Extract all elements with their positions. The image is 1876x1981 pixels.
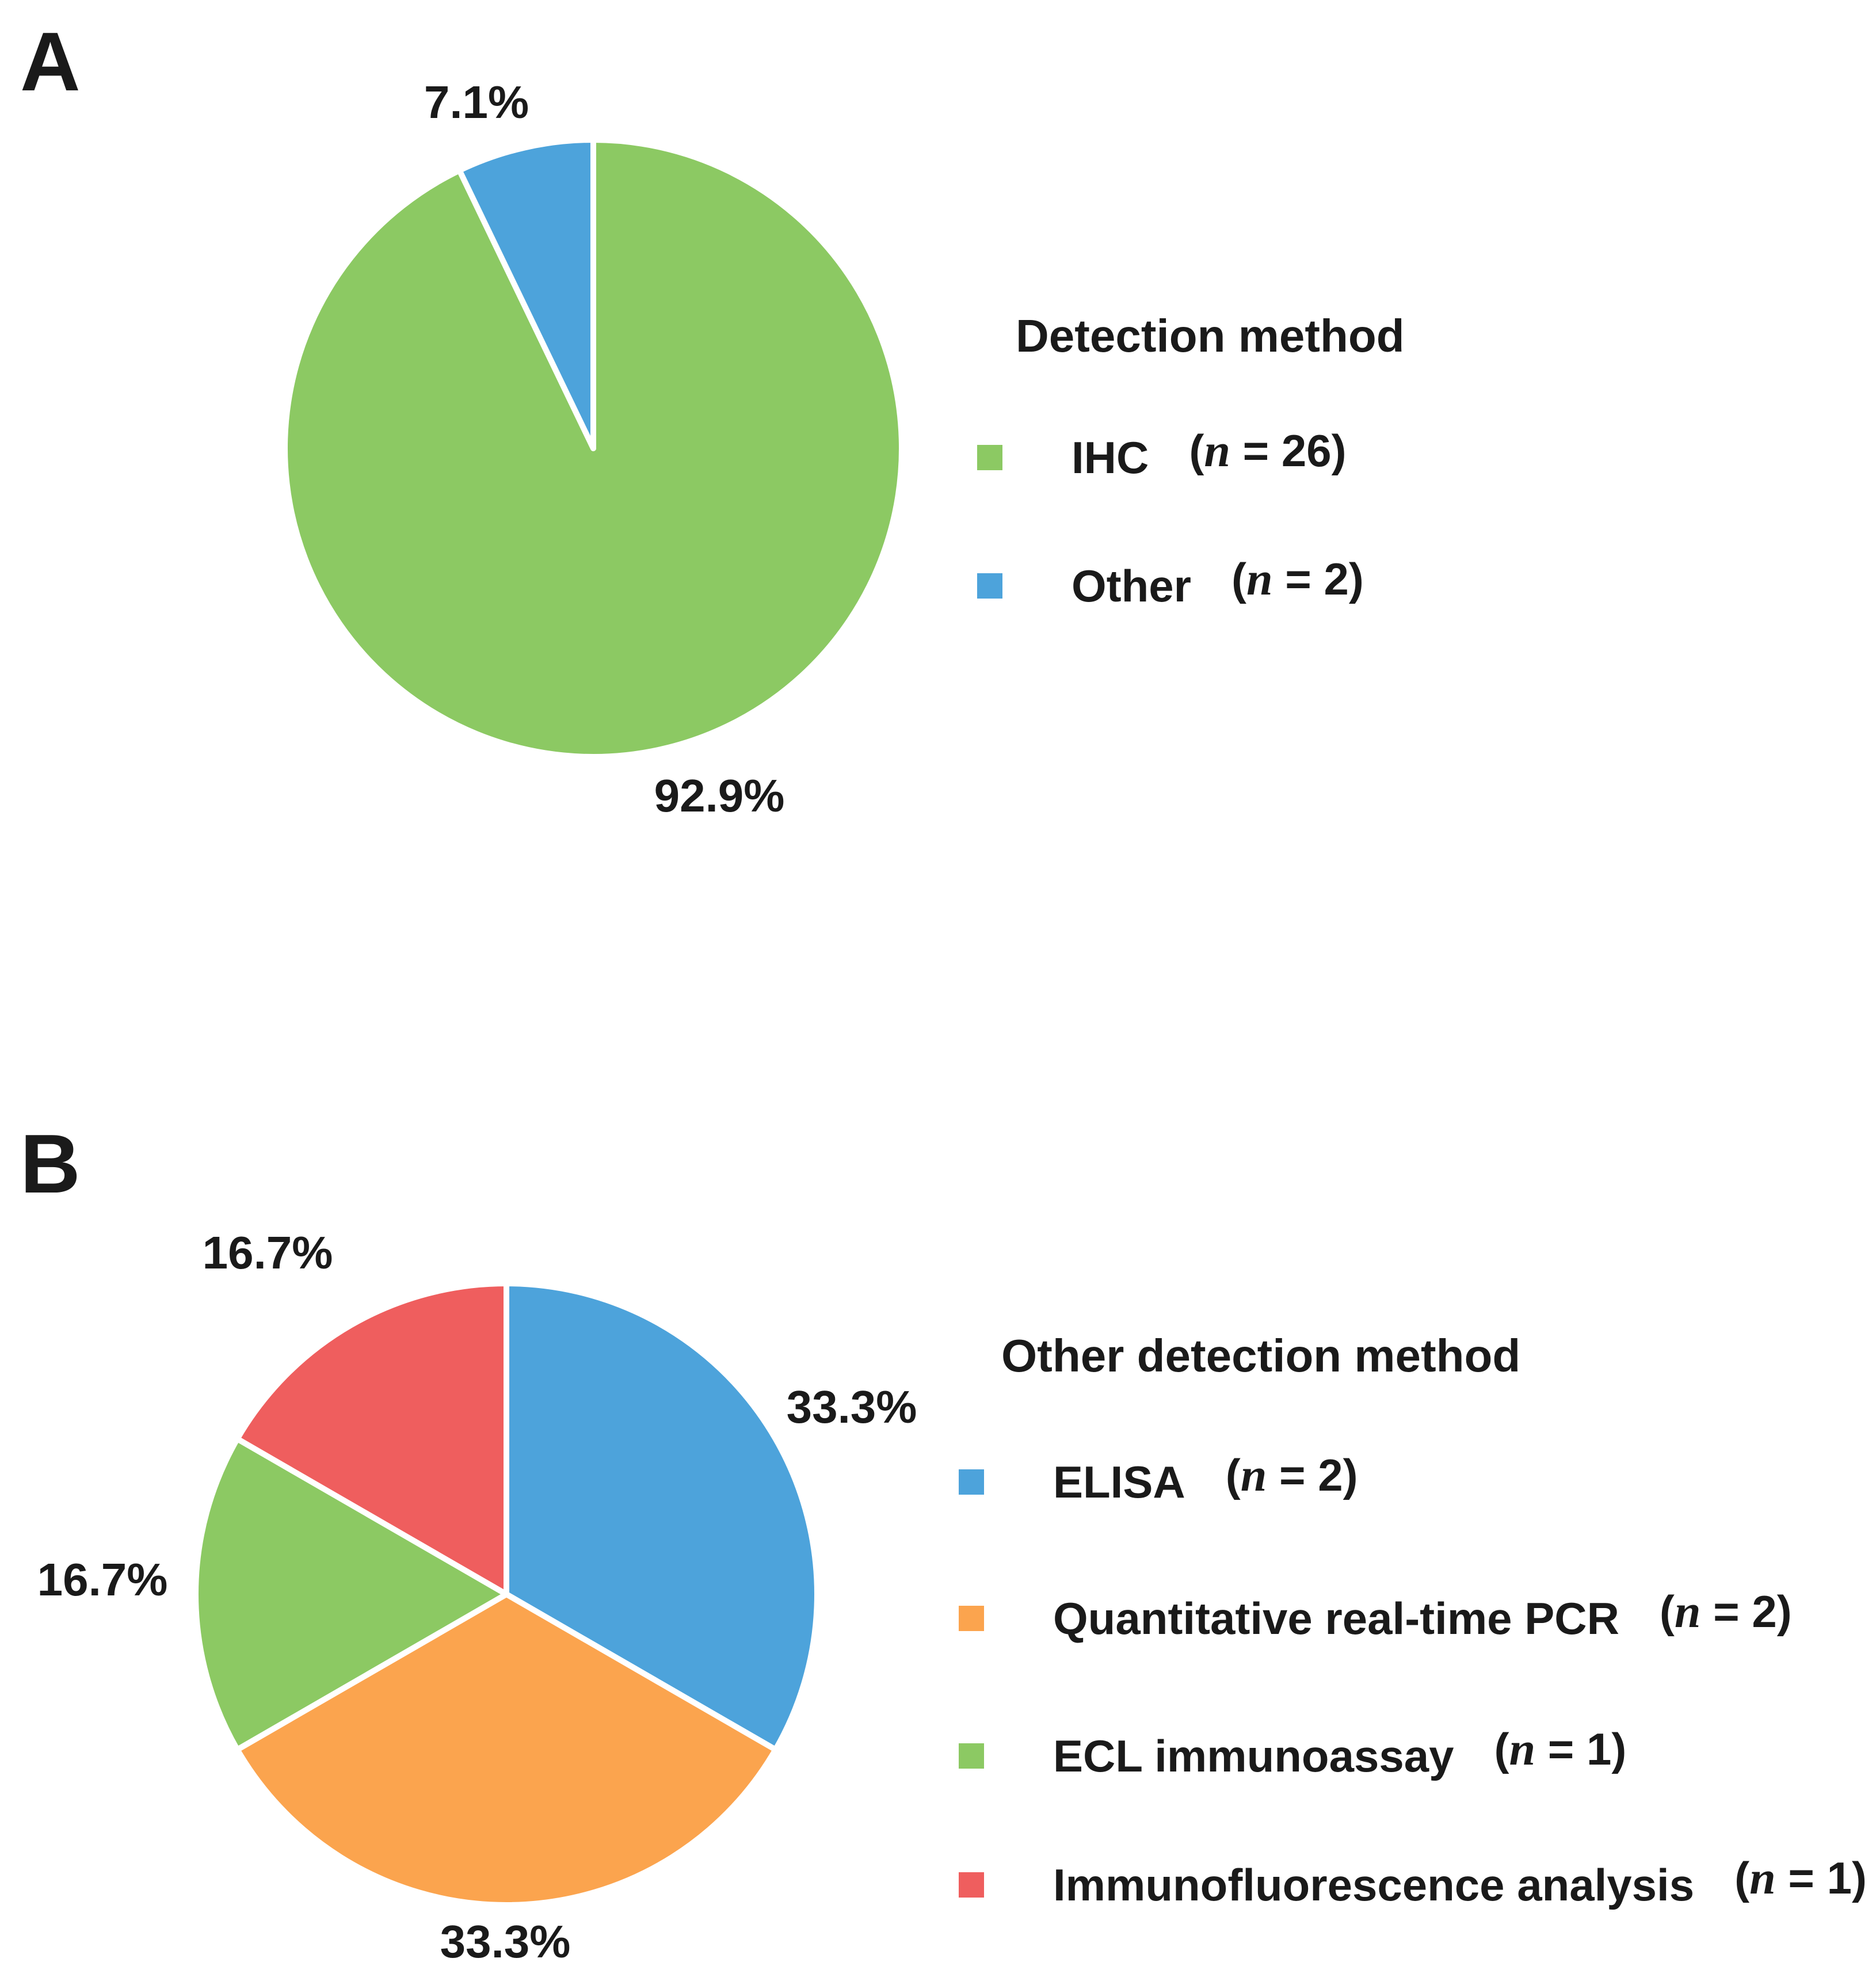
n-symbol: n [1204,424,1230,477]
legend-item-ecl: ECL immunoassay (n = 1) [959,1723,1626,1783]
legend-count-immunofluorescence: (n = 1) [1734,1852,1867,1904]
percent-label-ecl: 16.7% [37,1554,168,1605]
n-symbol: n [1509,1723,1536,1775]
legend-count-elisa: (n = 2) [1225,1449,1358,1501]
percent-label-ihc: 92.9% [654,770,785,821]
pie-slice-qpcr [234,1591,779,1908]
legend-label-other: Other [1072,560,1192,611]
legend-count-qpcr: (n = 2) [1659,1585,1792,1637]
legend-item-qpcr: Quantitative real-time PCR (n = 2) [959,1585,1792,1645]
percent-label-qpcr: 33.3% [440,1916,571,1967]
panel-b-label: B [20,1117,81,1210]
legend-label-ecl: ECL immunoassay [1053,1730,1454,1781]
legend-swatch-immunofluorescence [959,1872,984,1898]
n-symbol: n [1749,1852,1776,1904]
legend-item-immunofluorescence: Immunofluorescence analysis (n = 1) [959,1852,1867,1912]
legend-title-detection-method: Detection method [1016,310,1405,361]
legend-label-elisa: ELISA [1053,1456,1185,1507]
legend-label-ihc: IHC [1072,432,1149,483]
n-symbol: n [1246,553,1273,605]
legend-label-immunofluorescence: Immunofluorescence analysis [1053,1859,1695,1910]
legend-label-qpcr: Quantitative real-time PCR [1053,1593,1619,1644]
pie-slice-ecl [193,1436,509,1753]
legend-item-ihc: IHC (n = 26) [977,424,1347,485]
legend-swatch-ecl [959,1743,984,1769]
legend-swatch-qpcr [959,1606,984,1631]
legend-item-other: Other (n = 2) [977,553,1364,613]
percent-label-other: 7.1% [424,77,529,128]
legend-swatch-ihc [977,445,1002,470]
pie-chart-detection-method [282,137,905,760]
n-symbol: n [1674,1585,1701,1637]
legend-swatch-elisa [959,1469,984,1495]
legend-count-ecl: (n = 1) [1494,1723,1627,1775]
legend-title-other-detection-method: Other detection method [1001,1330,1521,1381]
pie-chart-other-detection-method [193,1281,820,1908]
pie-slice-other [456,137,596,451]
pie-slice-if [234,1281,509,1597]
legend-count-other: (n = 2) [1231,553,1364,605]
legend-swatch-other [977,573,1002,599]
legend-count-ihc: (n = 26) [1189,424,1347,477]
n-symbol: n [1240,1449,1267,1501]
pie-slice-elisa [504,1281,820,1753]
panel-a-label: A [20,15,81,108]
legend-item-elisa: ELISA (n = 2) [959,1449,1358,1509]
percent-label-immunofluorescence: 16.7% [202,1227,333,1278]
percent-label-elisa: 33.3% [786,1381,917,1433]
